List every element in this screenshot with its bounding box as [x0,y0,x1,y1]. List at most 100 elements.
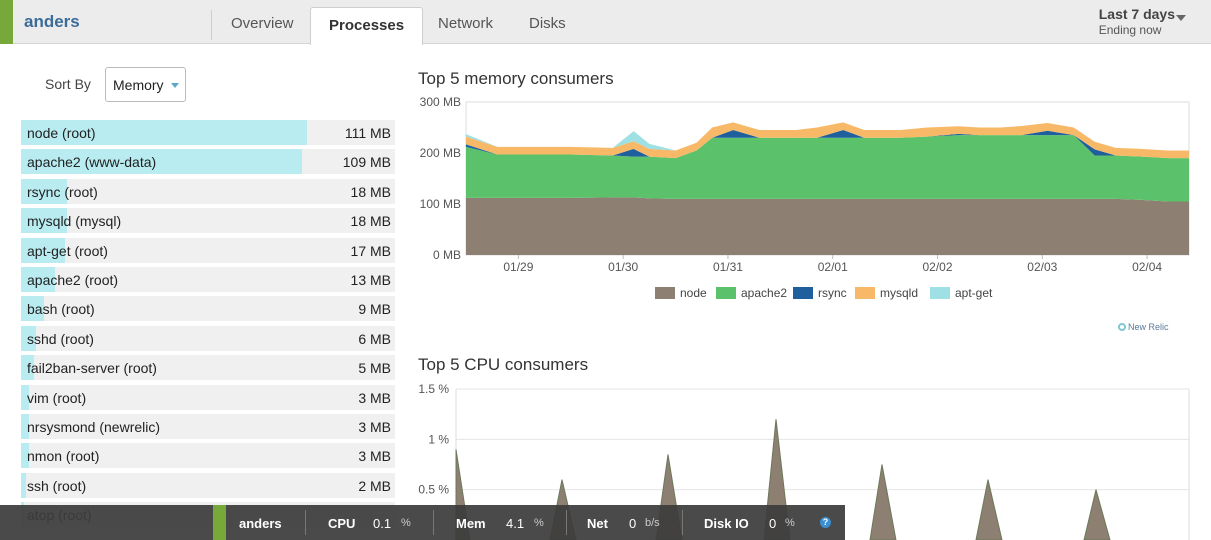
process-row[interactable]: nrsysmond (newrelic) 3 MB [21,413,395,439]
status-separator [566,510,567,535]
process-row[interactable]: vim (root) 3 MB [21,384,395,410]
process-row[interactable]: rsync (root) 18 MB [21,178,395,204]
disk-io-unit: % [785,517,795,529]
process-memory-value: 18 MB [350,183,391,200]
process-memory-value: 5 MB [358,360,391,377]
process-memory-bar [21,413,29,439]
process-name: nmon (root) [27,448,100,465]
x-tick-label: 01/29 [503,260,533,274]
process-memory-value: 6 MB [358,330,391,347]
legend-label-node: node [680,286,707,300]
legend-label-rsync: rsync [818,286,847,300]
process-memory-bar [21,443,29,469]
process-memory-value: 111 MB [344,125,391,141]
cpu-spike [869,464,897,540]
process-memory-value: 13 MB [350,271,391,288]
legend-swatch-rsync [793,287,813,299]
x-tick-label: 02/03 [1027,260,1057,274]
area-node [466,197,1189,255]
process-memory-bar [21,208,68,234]
memory-chart: 0 MB 100 MB 200 MB 300 MB 01/29 01/30 01/31 02/… [420,95,1190,274]
process-name: rsync (root) [27,183,98,200]
process-list: node (root) 111 MB apache2 (www-data) 109 M… [21,120,395,531]
area-apt-get [466,122,1189,151]
process-memory-value: 17 MB [350,242,391,259]
process-name: apache2 (www-data) [27,154,157,171]
process-row[interactable]: sshd (root) 6 MB [21,325,395,351]
status-separator [305,510,306,535]
sort-select[interactable]: Memory [105,67,186,102]
y-tick-label: 300 MB [420,95,461,109]
status-bar-accent [213,505,226,540]
process-memory-bar [21,120,308,145]
x-tick-label: 01/30 [608,260,638,274]
process-memory-bar [21,296,45,322]
y-tick-label: 200 MB [420,146,461,160]
process-name: sshd (root) [27,330,94,347]
y-tick-label: 0 MB [433,248,461,262]
caret-down-icon [171,83,179,88]
process-name: nrsysmond (newrelic) [27,418,161,435]
sort-select-value: Memory [113,77,164,93]
y-tick-label: 1.5 % [418,382,449,396]
top-bar: anders Overview Processes Network Disks … [0,0,1211,45]
process-row[interactable]: apache2 (www-data) 109 MB [21,149,395,175]
y-tick-label: 0.5 % [418,483,449,497]
x-tick-label: 02/04 [1132,260,1162,274]
host-accent [0,0,13,44]
area-apache2 [466,135,1189,202]
mem-label: Mem [456,516,486,531]
process-name: ssh (root) [27,477,87,494]
process-row[interactable]: apt-get (root) 17 MB [21,237,395,263]
process-memory-value: 3 MB [358,448,391,465]
process-row[interactable]: ssh (root) 2 MB [21,472,395,498]
process-name: apache2 (root) [27,271,119,288]
process-row[interactable]: mysqld (mysql) 18 MB [21,208,395,234]
tab-disks[interactable]: Disks [529,15,566,32]
process-memory-bar [21,237,65,263]
tab-overview[interactable]: Overview [231,15,294,32]
status-bar-hostname[interactable]: anders [239,516,282,531]
cpu-value: 0.1 [373,516,392,531]
time-range-title: Last 7 days [1098,6,1175,22]
mem-unit: % [534,517,544,529]
tab-divider [211,10,212,40]
process-memory-bar [21,355,34,381]
new-relic-brand: New Relic [1118,322,1169,332]
process-row[interactable]: fail2ban-server (root) 5 MB [21,355,395,381]
process-memory-bar [21,149,303,175]
legend-label-apt-get: apt-get [955,286,993,300]
area-rsync [466,130,1189,159]
process-row[interactable]: bash (root) 9 MB [21,296,395,322]
help-icon[interactable]: ? [820,517,831,528]
cpu-unit: % [401,517,411,529]
tab-processes[interactable]: Processes [310,7,424,45]
memory-chart-legend: node apache2 rsync mysqld apt-get [655,286,993,300]
process-memory-value: 109 MB [342,154,391,171]
process-memory-value: 2 MB [358,477,391,494]
time-range-picker[interactable]: Last 7 days Ending now [1099,6,1175,37]
mem-value: 4.1 [506,516,525,531]
process-name: vim (root) [27,389,87,406]
legend-swatch-apache2 [716,287,736,299]
process-memory-bar [21,384,29,410]
process-name: node (root) [27,125,96,141]
cpu-spike [975,479,1003,540]
process-row[interactable]: apache2 (root) 13 MB [21,266,395,292]
process-name: bash (root) [27,301,95,318]
net-value: 0 [629,516,637,531]
x-tick-label: 02/01 [818,260,848,274]
status-bar: anders CPU 0.1 % Mem 4.1 % Net 0 b/s Dis… [0,505,845,540]
tab-network[interactable]: Network [438,15,494,32]
net-unit: b/s [645,517,660,529]
process-row[interactable]: nmon (root) 3 MB [21,443,395,469]
host-name[interactable]: anders [24,12,80,31]
y-tick-label: 1 % [428,432,449,446]
process-row[interactable]: node (root) 111 MB [21,120,395,145]
process-memory-bar [21,178,68,204]
legend-swatch-mysqld [855,287,875,299]
legend-swatch-node [655,287,675,299]
disk-io-label: Disk IO [704,516,749,531]
chevron-down-icon[interactable] [1176,15,1186,21]
memory-chart-title: Top 5 memory consumers [418,69,614,88]
